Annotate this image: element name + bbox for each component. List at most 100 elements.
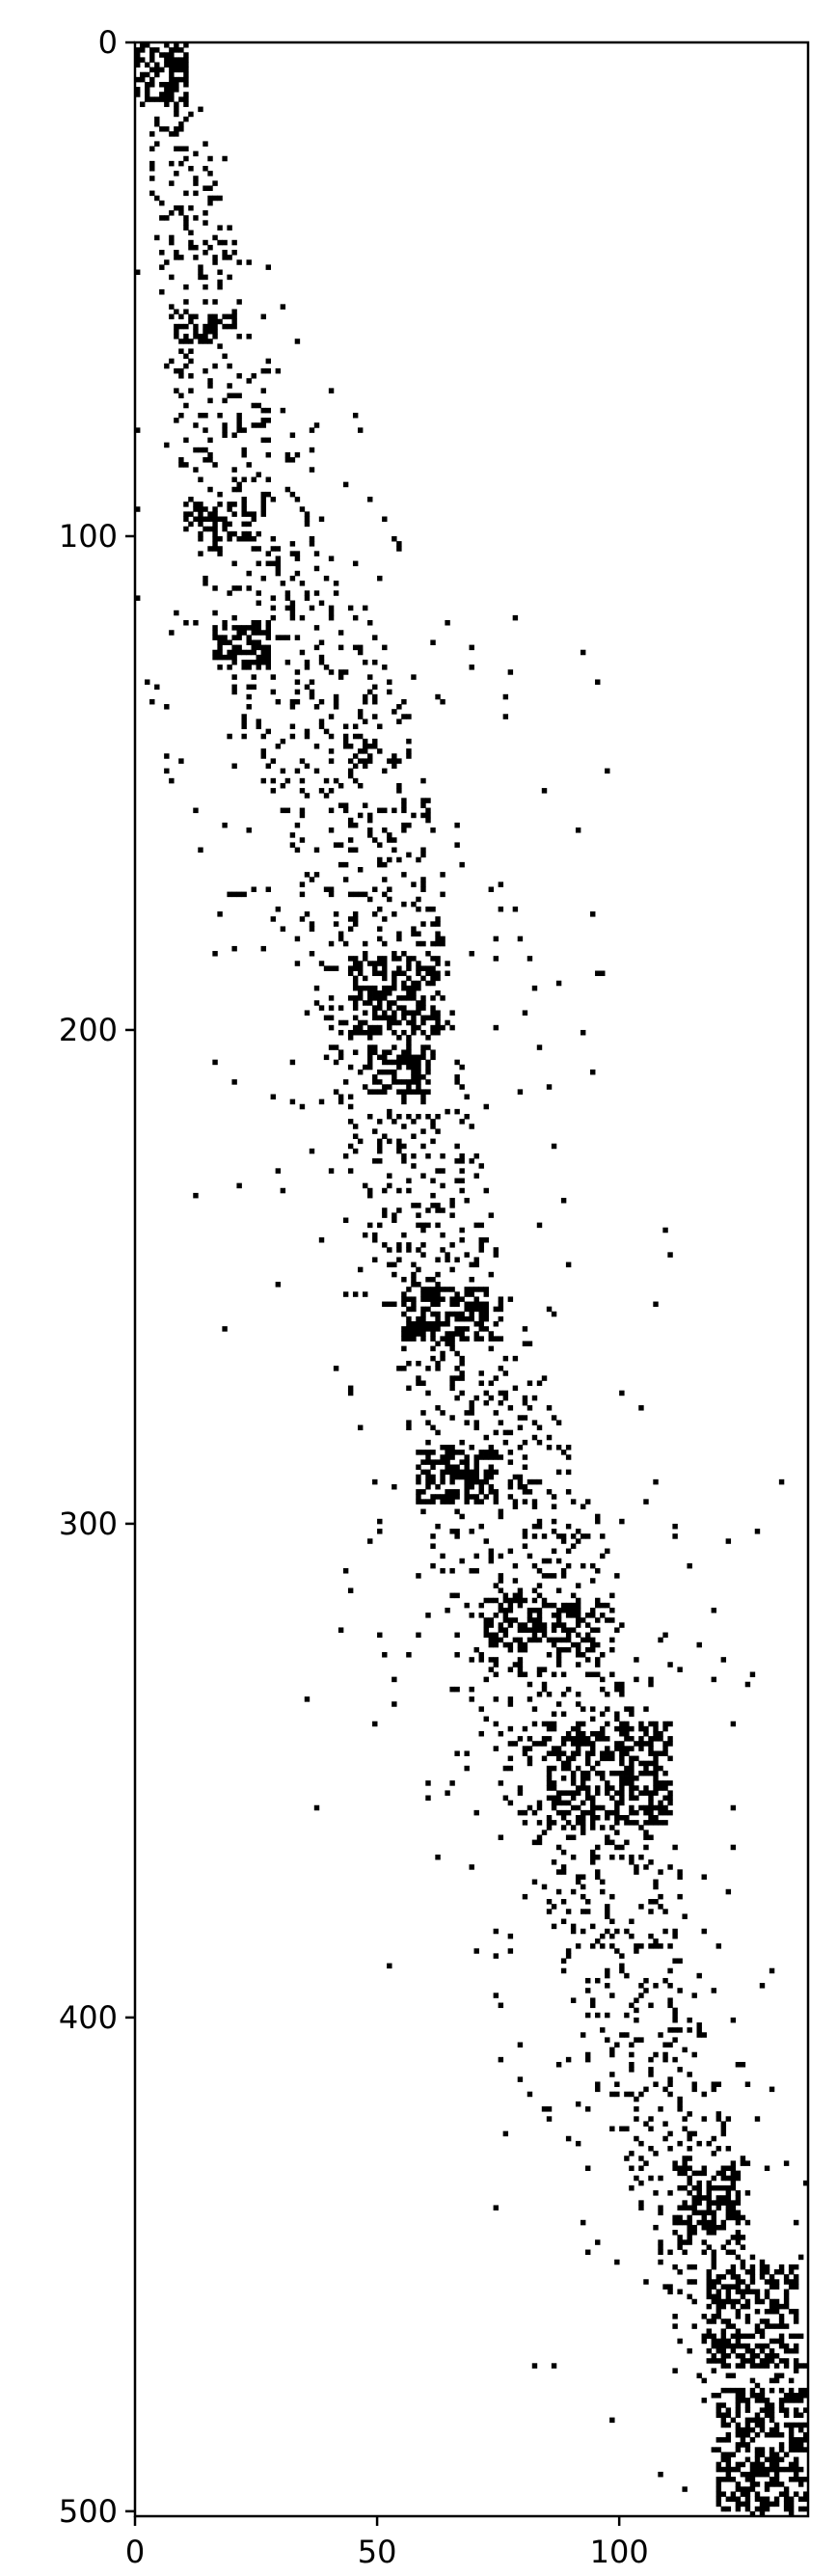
- nonzero-cell: [629, 1790, 634, 1796]
- nonzero-cell: [754, 2363, 761, 2369]
- nonzero-cell: [367, 1024, 373, 1031]
- nonzero-cell: [217, 412, 223, 419]
- nonzero-cell: [420, 1074, 426, 1080]
- nonzero-cell: [551, 1627, 557, 1633]
- nonzero-cell: [478, 1613, 484, 1618]
- nonzero-cell: [227, 649, 232, 656]
- nonzero-cell: [788, 2510, 795, 2517]
- nonzero-cell: [546, 1776, 553, 1781]
- nonzero-cell: [188, 111, 194, 118]
- nonzero-cell: [749, 2363, 756, 2369]
- nonzero-cell: [420, 1508, 426, 1515]
- nonzero-cell: [464, 1469, 470, 1476]
- nonzero-cell: [454, 1489, 460, 1495]
- nonzero-cell: [488, 1336, 494, 1342]
- nonzero-cell: [720, 2387, 727, 2394]
- y-tick-label: 100: [59, 518, 118, 555]
- nonzero-cell: [788, 2377, 795, 2384]
- nonzero-cell: [585, 2106, 591, 2112]
- nonzero-cell: [667, 1809, 673, 1816]
- nonzero-cell: [420, 1222, 426, 1229]
- nonzero-cell: [725, 2466, 732, 2473]
- nonzero-cell: [614, 1844, 620, 1851]
- nonzero-cell: [701, 2333, 707, 2340]
- nonzero-cell: [174, 106, 179, 113]
- nonzero-cell: [473, 1568, 479, 1574]
- nonzero-cell: [483, 1716, 489, 1722]
- nonzero-cell: [372, 1721, 378, 1727]
- nonzero-cell: [744, 2486, 751, 2492]
- nonzero-cell: [749, 2466, 756, 2473]
- nonzero-cell: [367, 995, 373, 1001]
- nonzero-cell: [367, 758, 373, 764]
- nonzero-cell: [357, 748, 364, 754]
- nonzero-cell: [174, 76, 179, 83]
- nonzero-cell: [595, 1671, 601, 1678]
- nonzero-cell: [174, 87, 179, 93]
- nonzero-cell: [629, 2091, 634, 2098]
- nonzero-cell: [706, 2274, 712, 2280]
- nonzero-cell: [735, 2402, 742, 2408]
- nonzero-cell: [580, 649, 586, 656]
- nonzero-cell: [420, 1005, 426, 1011]
- nonzero-cell: [270, 595, 277, 601]
- nonzero-cell: [706, 2140, 712, 2147]
- nonzero-cell: [406, 985, 412, 991]
- nonzero-cell: [687, 2264, 692, 2270]
- nonzero-cell: [749, 2279, 756, 2285]
- nonzero-cell: [183, 190, 189, 197]
- nonzero-cell: [217, 195, 223, 202]
- nonzero-cell: [396, 1138, 402, 1145]
- nonzero-cell: [478, 1523, 484, 1530]
- nonzero-cell: [367, 1049, 373, 1055]
- nonzero-cell: [570, 1776, 577, 1781]
- nonzero-cell: [164, 57, 170, 63]
- nonzero-cell: [512, 1597, 519, 1604]
- nonzero-cell: [788, 2264, 795, 2270]
- nonzero-cell: [469, 1124, 474, 1129]
- nonzero-cell: [411, 881, 417, 887]
- nonzero-cell: [473, 1306, 479, 1313]
- nonzero-cell: [411, 1029, 417, 1036]
- nonzero-cell: [459, 1152, 465, 1159]
- nonzero-cell: [396, 970, 402, 977]
- nonzero-cell: [382, 877, 388, 882]
- nonzero-cell: [740, 2358, 746, 2364]
- nonzero-cell: [193, 215, 199, 221]
- nonzero-cell: [416, 1494, 421, 1500]
- nonzero-cell: [430, 1355, 436, 1362]
- nonzero-cell: [396, 1247, 402, 1253]
- nonzero-cell: [769, 2461, 775, 2468]
- nonzero-cell: [498, 1296, 504, 1302]
- nonzero-cell: [522, 1341, 528, 1347]
- nonzero-cell: [275, 744, 282, 749]
- nonzero-cell: [420, 1173, 426, 1179]
- nonzero-cell: [662, 1632, 668, 1639]
- nonzero-cell: [701, 2314, 707, 2319]
- nonzero-cell: [430, 1015, 436, 1021]
- nonzero-cell: [536, 1613, 543, 1618]
- nonzero-cell: [483, 1103, 489, 1110]
- nonzero-cell: [754, 2412, 761, 2419]
- nonzero-cell: [304, 763, 310, 770]
- nonzero-cell: [212, 951, 218, 957]
- nonzero-cell: [401, 822, 407, 828]
- nonzero-cell: [420, 1089, 426, 1095]
- nonzero-cell: [174, 328, 179, 335]
- nonzero-cell: [411, 990, 417, 996]
- nonzero-cell: [735, 2308, 742, 2315]
- nonzero-cell: [793, 2461, 799, 2468]
- nonzero-cell: [570, 1725, 577, 1732]
- nonzero-cell: [193, 180, 199, 186]
- nonzero-cell: [251, 659, 256, 665]
- nonzero-cell: [222, 397, 228, 404]
- nonzero-cell: [323, 777, 330, 784]
- nonzero-cell: [744, 2269, 751, 2275]
- nonzero-cell: [367, 689, 373, 695]
- nonzero-cell: [778, 1478, 785, 1485]
- y-tick-label: 0: [98, 24, 118, 61]
- nonzero-cell: [473, 1336, 479, 1342]
- nonzero-cell: [677, 2165, 683, 2172]
- nonzero-cell: [560, 1869, 567, 1875]
- nonzero-cell: [251, 422, 256, 428]
